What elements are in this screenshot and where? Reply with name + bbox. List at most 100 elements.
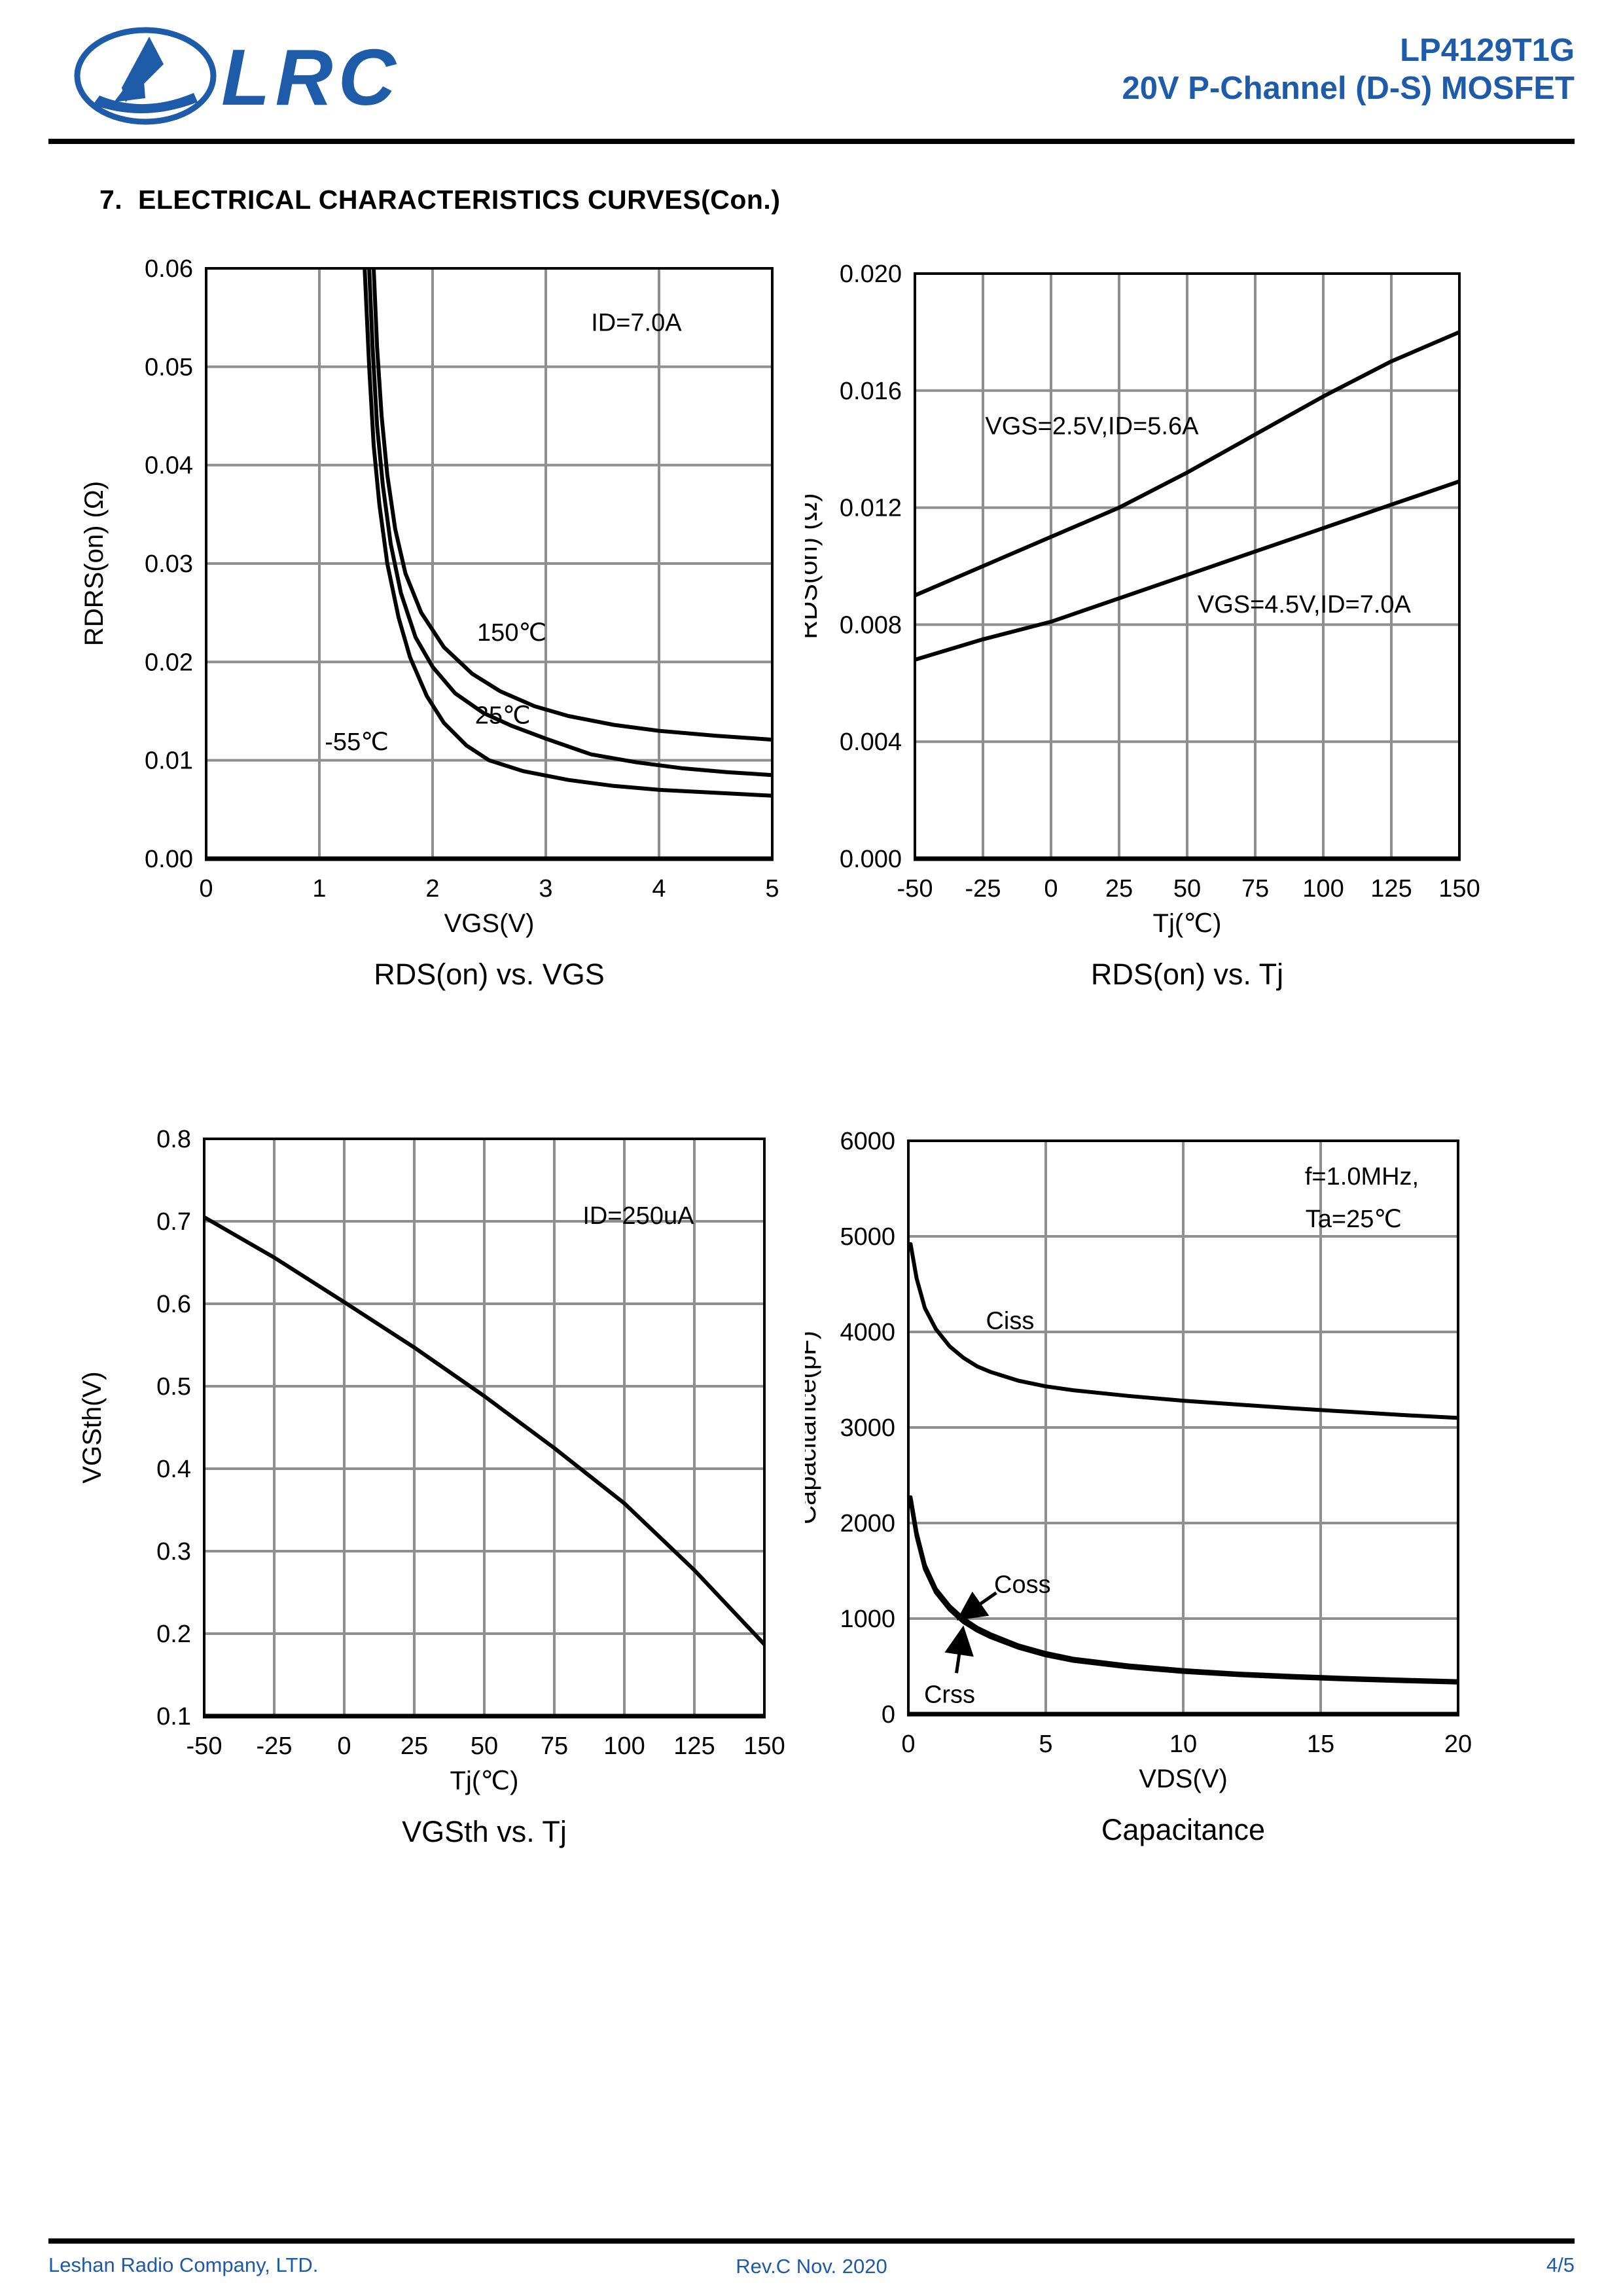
curve-label-minus55c: -55℃ bbox=[325, 728, 389, 756]
x-axis-label: Tj(℃) bbox=[1153, 909, 1222, 938]
x-tick-label: -50 bbox=[897, 875, 933, 903]
x-axis-label: VGS(V) bbox=[444, 909, 535, 938]
y-axis-label: Capacitance(pF) bbox=[805, 1331, 821, 1524]
crss-arrow bbox=[944, 1625, 974, 1674]
chart-title: VGSth vs. Tj bbox=[402, 1815, 567, 1848]
curve--55- bbox=[363, 268, 772, 798]
y-tick-label: 2000 bbox=[840, 1510, 895, 1537]
y-tick-label: 0.020 bbox=[840, 260, 902, 288]
condition-label-temp: Ta=25℃ bbox=[1306, 1206, 1402, 1233]
curve-label-vgs4p5: VGS=4.5V,ID=7.0A bbox=[1198, 591, 1412, 619]
y-tick-label: 0 bbox=[882, 1701, 895, 1729]
coss-arrow bbox=[956, 1591, 997, 1621]
part-number: LP4129T1G bbox=[1400, 33, 1575, 68]
y-tick-label: 1000 bbox=[840, 1605, 895, 1633]
y-tick-label: 0.012 bbox=[840, 495, 902, 522]
y-tick-label: 0.03 bbox=[145, 550, 193, 578]
x-tick-label: 125 bbox=[673, 1732, 715, 1760]
y-tick-label: 3000 bbox=[840, 1414, 895, 1442]
chart-canvas: -50 -25 0 25 50 75 100 125 150 0.000 0.004 0.008 0.0… bbox=[805, 260, 1480, 991]
y-tick-label: 0.06 bbox=[145, 255, 193, 283]
x-tick-label: 5 bbox=[1039, 1731, 1052, 1758]
y-tick-label: 0.008 bbox=[840, 611, 902, 639]
x-tick-label: 50 bbox=[471, 1732, 498, 1760]
section-title: 7. ELECTRICAL CHARACTERISTICS CURVES(Con… bbox=[99, 185, 781, 215]
curve-label-vgs2p5: VGS=2.5V,ID=5.6A bbox=[985, 412, 1199, 440]
condition-label: ID=7.0A bbox=[591, 310, 682, 337]
y-tick-label: 0.8 bbox=[156, 1126, 191, 1153]
logo-ellipse-icon bbox=[74, 27, 217, 125]
x-tick-label: -50 bbox=[187, 1732, 223, 1760]
logo-hull-icon bbox=[93, 93, 198, 114]
curve-label-crss: Crss bbox=[924, 1681, 975, 1708]
y-tick-label: 6000 bbox=[840, 1128, 895, 1155]
chart-canvas: 0 5 10 15 20 0 1000 2000 3000 4000 5000 6000 Capacit… bbox=[805, 1128, 1472, 1846]
y-tick-label: 4000 bbox=[840, 1319, 895, 1346]
header-title-block: LP4129T1G 20V P-Channel (D-S) MOSFET bbox=[658, 31, 1575, 107]
y-tick-label: 0.05 bbox=[145, 353, 193, 381]
footer-page-number: 4/5 bbox=[1546, 2253, 1575, 2276]
x-tick-label: 4 bbox=[652, 875, 666, 903]
curve-ciss bbox=[908, 1242, 1458, 1420]
y-axis-label: VGSth(V) bbox=[78, 1371, 107, 1483]
y-tick-label: 5000 bbox=[840, 1223, 895, 1251]
x-tick-label: 50 bbox=[1173, 875, 1201, 903]
x-tick-label: 25 bbox=[401, 1732, 428, 1760]
y-axis-label: RDS(on) (Ω) bbox=[805, 493, 823, 639]
condition-label-freq: f=1.0MHz, bbox=[1305, 1163, 1419, 1191]
x-tick-label: 0 bbox=[337, 1732, 351, 1760]
chart-canvas: -50 -25 0 25 50 75 100 125 150 0.1 0.2 0.3 0.4 0.5 0.6… bbox=[78, 1126, 785, 1848]
x-tick-label: 0 bbox=[199, 875, 213, 903]
curve-vgsth bbox=[204, 1215, 764, 1647]
x-tick-label: 15 bbox=[1307, 1731, 1334, 1758]
y-axis-label: RDRS(on) (Ω) bbox=[80, 481, 109, 646]
x-tick-label: 0 bbox=[901, 1731, 915, 1758]
curve-150- bbox=[372, 268, 772, 742]
y-tick-label: 0.01 bbox=[145, 747, 193, 775]
x-tick-label: 150 bbox=[1438, 875, 1480, 903]
chart-title: RDS(on) vs. Tj bbox=[1091, 958, 1283, 991]
x-tick-label: 125 bbox=[1370, 875, 1412, 903]
chart-title: Capacitance bbox=[1101, 1813, 1265, 1846]
lrc-logo: LRC bbox=[74, 27, 401, 125]
footer-rule bbox=[48, 2238, 1575, 2244]
x-tick-label: -25 bbox=[257, 1732, 293, 1760]
x-tick-label: 3 bbox=[539, 875, 552, 903]
chart-capacitance: 0 5 10 15 20 0 1000 2000 3000 4000 5000 6000 Capacit… bbox=[805, 1100, 1623, 1878]
curve-crss bbox=[908, 1499, 1458, 1685]
x-tick-label: 2 bbox=[425, 875, 439, 903]
logo-text: LRC bbox=[221, 33, 401, 122]
chart-rdson-vs-tj: -50 -25 0 25 50 75 100 125 150 0.000 0.004 0.008 0.0… bbox=[805, 229, 1623, 1008]
chart-vgsth-vs-tj: -50 -25 0 25 50 75 100 125 150 0.1 0.2 0.3 0.4 0.5 0.6… bbox=[59, 1100, 812, 1878]
condition-label: ID=250uA bbox=[582, 1202, 694, 1230]
x-tick-label: 25 bbox=[1105, 875, 1133, 903]
y-tick-label: 0.2 bbox=[156, 1621, 191, 1648]
x-tick-label: 20 bbox=[1444, 1731, 1472, 1758]
curve-25- bbox=[367, 268, 772, 778]
curve-label-25c: 25℃ bbox=[475, 702, 531, 730]
y-tick-label: 0.016 bbox=[840, 378, 902, 405]
y-tick-label: 0.3 bbox=[156, 1538, 191, 1566]
y-tick-label: 0.4 bbox=[156, 1456, 191, 1483]
curve-label-ciss: Ciss bbox=[986, 1307, 1034, 1335]
y-tick-label: 0.004 bbox=[840, 728, 902, 756]
logo-sail2-icon bbox=[114, 64, 145, 102]
footer-company: Leshan Radio Company, LTD. bbox=[48, 2253, 319, 2276]
y-tick-label: 0.00 bbox=[145, 846, 193, 873]
x-tick-label: 100 bbox=[603, 1732, 645, 1760]
y-tick-label: 0.1 bbox=[156, 1703, 191, 1731]
chart-rdson-vs-vgs: 0 1 2 3 4 5 0.00 0.01 0.02 0.03 0.04 0.05 0.06 RDRS(o… bbox=[59, 229, 812, 1008]
y-tick-label: 0.000 bbox=[840, 846, 902, 873]
x-axis-label: Tj(℃) bbox=[450, 1767, 519, 1795]
y-tick-label: 0.5 bbox=[156, 1373, 191, 1401]
y-tick-label: 0.04 bbox=[145, 452, 193, 480]
y-tick-label: 0.02 bbox=[145, 649, 193, 676]
part-subtitle: 20V P-Channel (D-S) MOSFET bbox=[1122, 71, 1575, 106]
x-tick-label: 0 bbox=[1044, 875, 1058, 903]
y-tick-label: 0.7 bbox=[156, 1208, 191, 1236]
curve-label-150c: 150℃ bbox=[477, 619, 546, 647]
chart-canvas: 0 1 2 3 4 5 0.00 0.01 0.02 0.03 0.04 0.05 0.06 RDRS(o… bbox=[80, 255, 779, 991]
x-tick-label: 10 bbox=[1169, 1731, 1197, 1758]
chart-title: RDS(on) vs. VGS bbox=[374, 958, 605, 991]
